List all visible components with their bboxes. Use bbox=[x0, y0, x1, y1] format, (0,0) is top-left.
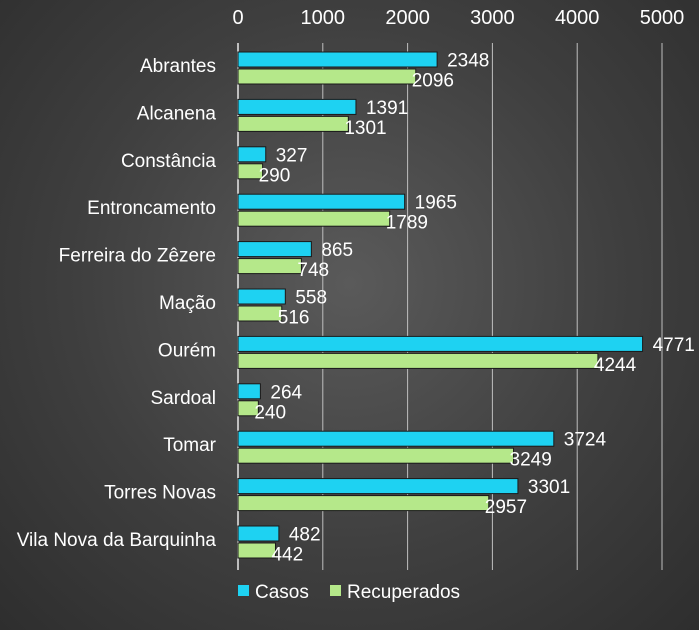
x-tick-label: 0 bbox=[232, 7, 243, 29]
value-label: 516 bbox=[278, 308, 310, 329]
bar-recuperados bbox=[237, 210, 391, 227]
bar-casos bbox=[237, 98, 357, 115]
x-axis-ticks: 0 1000 2000 3000 4000 5000 bbox=[232, 7, 684, 29]
bar-recuperados bbox=[237, 115, 349, 132]
value-label: 2096 bbox=[412, 71, 454, 92]
category-label: Ferreira do Zêzere bbox=[59, 246, 216, 267]
value-label: 1965 bbox=[415, 193, 457, 214]
value-label: 2348 bbox=[447, 51, 489, 72]
bar-recuperados bbox=[237, 447, 515, 464]
category-label: Alcanena bbox=[137, 103, 217, 124]
bar-casos bbox=[237, 193, 406, 210]
value-label: 240 bbox=[254, 402, 286, 423]
value-label: 4771 bbox=[653, 335, 695, 356]
bar-casos bbox=[237, 478, 519, 495]
category-labels: Abrantes Alcanena Constância Entroncamento F… bbox=[17, 56, 217, 551]
bars bbox=[237, 51, 644, 559]
x-tick-label: 3000 bbox=[470, 7, 515, 29]
category-label: Vila Nova da Barquinha bbox=[17, 530, 217, 551]
bar-recuperados bbox=[237, 542, 276, 559]
category-label: Sardoal bbox=[151, 388, 217, 409]
bar-casos bbox=[237, 430, 555, 447]
bar-recuperados bbox=[237, 495, 490, 512]
value-label: 748 bbox=[297, 260, 329, 281]
value-label: 3249 bbox=[510, 450, 552, 471]
x-tick-label: 5000 bbox=[640, 7, 685, 29]
bar-recuperados bbox=[237, 305, 283, 322]
value-label: 1301 bbox=[344, 118, 386, 139]
category-label: Mação bbox=[159, 293, 216, 314]
legend-swatch-casos bbox=[238, 585, 249, 596]
category-label: Abrantes bbox=[140, 56, 216, 77]
bar-casos bbox=[237, 525, 280, 542]
category-label: Constância bbox=[121, 151, 216, 172]
category-label: Tomar bbox=[163, 435, 216, 456]
legend-swatch-recuperados bbox=[330, 585, 341, 596]
value-label: 327 bbox=[276, 145, 308, 166]
bar-recuperados bbox=[237, 258, 302, 275]
bar-recuperados bbox=[237, 400, 259, 417]
bar-recuperados bbox=[237, 68, 417, 85]
category-label: Torres Novas bbox=[104, 483, 216, 504]
bar-casos bbox=[237, 146, 267, 163]
value-label: 3724 bbox=[564, 430, 607, 451]
x-tick-label: 2000 bbox=[385, 7, 430, 29]
value-label: 264 bbox=[270, 382, 302, 403]
bar-casos bbox=[237, 383, 261, 400]
bar-casos bbox=[237, 335, 644, 352]
legend: Casos Recuperados bbox=[238, 582, 460, 603]
value-label: 1789 bbox=[386, 213, 428, 234]
legend-label: Casos bbox=[255, 582, 309, 603]
value-label: 442 bbox=[271, 545, 303, 566]
x-tick-label: 1000 bbox=[301, 7, 346, 29]
category-label: Entroncamento bbox=[87, 198, 216, 219]
value-label: 3301 bbox=[528, 477, 570, 498]
category-label: Ourém bbox=[158, 340, 216, 361]
value-label: 2957 bbox=[485, 497, 527, 518]
value-label: 290 bbox=[259, 165, 291, 186]
bar-casos bbox=[237, 51, 438, 68]
value-label: 482 bbox=[289, 525, 321, 546]
value-label: 4244 bbox=[594, 355, 637, 376]
value-label: 865 bbox=[321, 240, 353, 261]
value-label: 558 bbox=[295, 288, 327, 309]
value-label: 1391 bbox=[366, 98, 408, 119]
bar-recuperados bbox=[237, 163, 264, 180]
bar-recuperados bbox=[237, 352, 599, 369]
legend-label: Recuperados bbox=[347, 582, 460, 603]
bar-casos bbox=[237, 241, 312, 258]
bar-casos bbox=[237, 288, 286, 305]
x-tick-label: 4000 bbox=[555, 7, 600, 29]
